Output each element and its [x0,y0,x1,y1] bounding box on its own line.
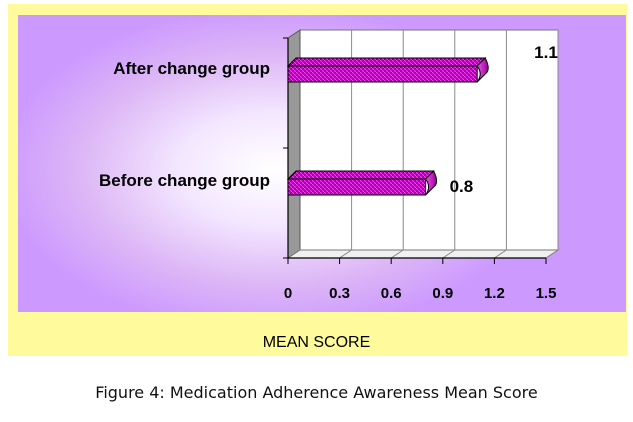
bar-top-face [286,170,435,180]
bars: 1.1 0.8 [286,43,558,196]
gridline [494,249,507,259]
data-label: 0.8 [450,177,474,196]
bar-end-cap [476,57,489,83]
bar-end-cap [424,170,438,196]
x-tick-label: 0.3 [329,285,350,302]
bar-front-face [287,178,427,196]
category-label: After change group [113,59,270,78]
category-label: Before change group [99,171,270,190]
x-tick-label: 1.2 [484,285,505,302]
x-axis-label: MEAN SCORE [262,334,371,351]
x-tick-label: 1.5 [536,285,557,302]
x-tick-label: 0.9 [432,285,453,302]
floor [286,249,560,259]
gridline [442,249,456,259]
bar-top-face [286,57,487,67]
gridline [545,249,559,259]
data-label: 1.1 [534,43,558,62]
figure-caption: Figure 4: Medication Adherence Awareness… [95,383,538,402]
gridline [390,249,404,259]
gridline [339,249,352,259]
bar: 0.8 [286,170,474,196]
x-axis-ticks: 0 0.3 0.6 0.9 1.2 1.5 [284,258,557,302]
x-tick-label: 0.6 [381,285,402,302]
x-tick-label: 0 [284,285,292,302]
bar: 1.1 [286,43,558,83]
bar-front-face [287,65,478,83]
